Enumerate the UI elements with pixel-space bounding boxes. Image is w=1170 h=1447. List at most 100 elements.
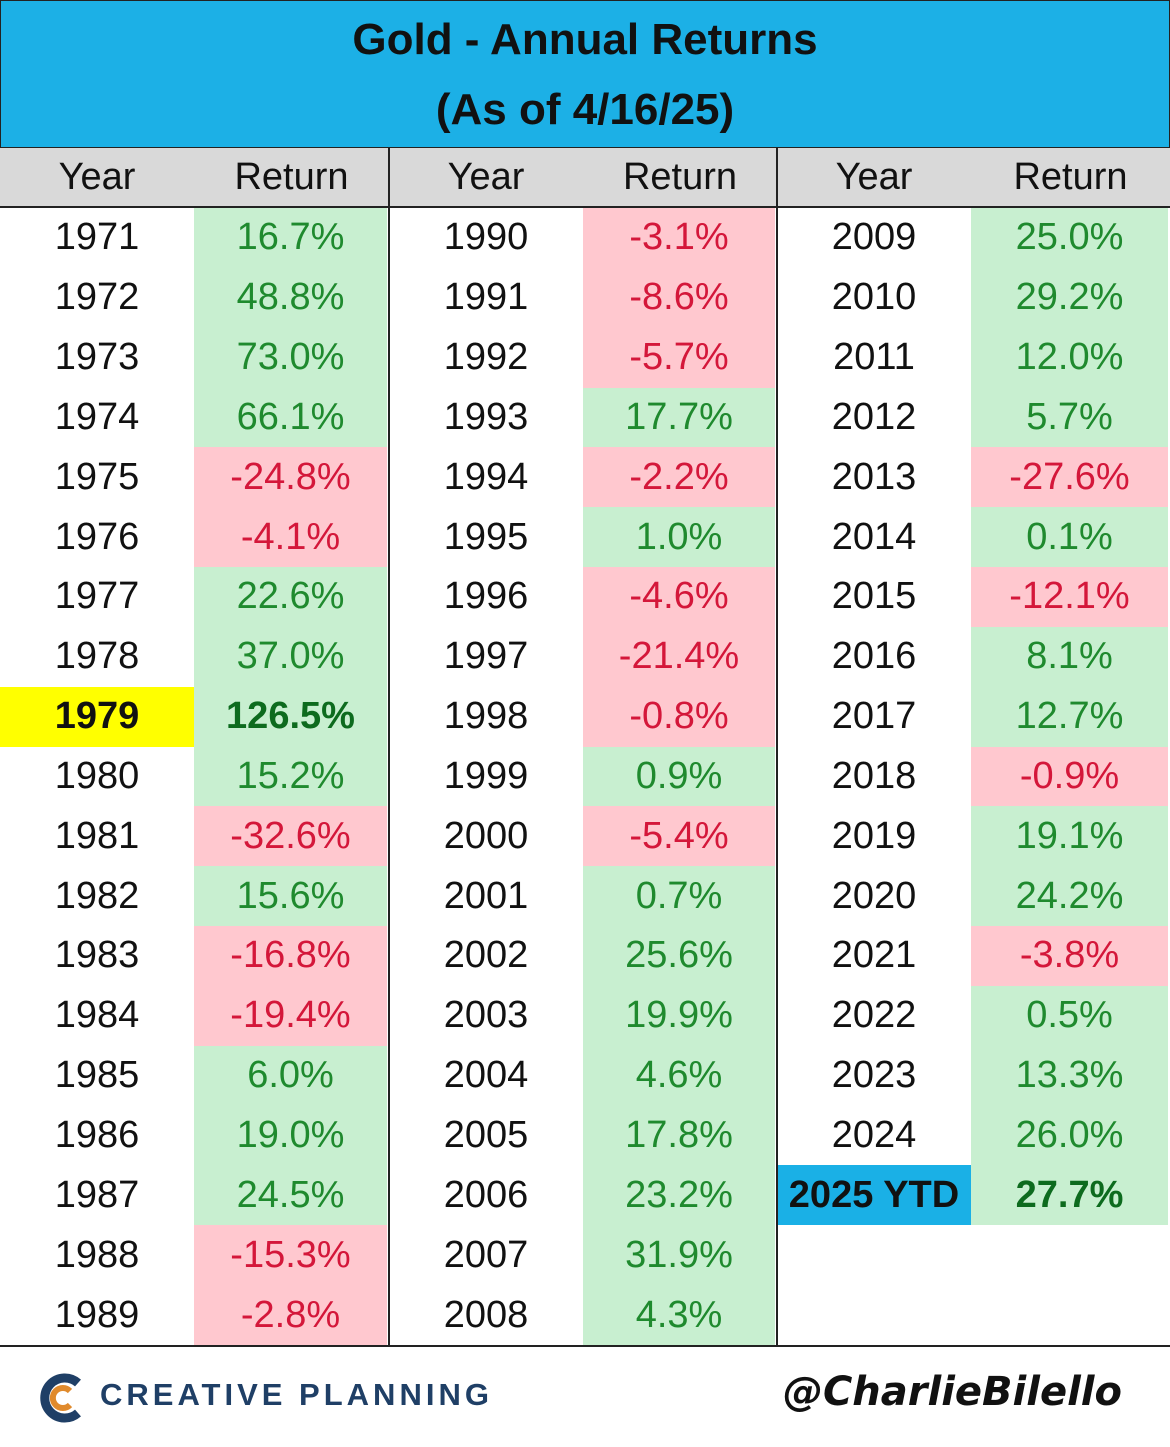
column-header: Year (777, 148, 971, 208)
return-cell: 25.0% (971, 208, 1168, 268)
column-header: Year (0, 148, 194, 208)
year-cell: 1975 (54, 455, 140, 498)
year-cell: 2025 YTD (777, 1165, 971, 1226)
return-cell: -15.3% (194, 1225, 387, 1286)
year-cell: 2003 (443, 994, 529, 1037)
return-cell: 19.9% (583, 985, 775, 1046)
year-cell: 2019 (831, 814, 917, 857)
return-cell: -0.8% (583, 686, 775, 747)
return-cell: -5.4% (583, 806, 775, 867)
return-cell: 26.0% (971, 1105, 1168, 1166)
return-cell: 8.1% (971, 626, 1168, 687)
return-cell: 17.8% (583, 1105, 775, 1166)
return-cell: 24.5% (194, 1165, 387, 1226)
year-cell: 2012 (831, 395, 917, 438)
return-cell: -24.8% (194, 447, 387, 508)
year-cell: 1983 (54, 934, 140, 977)
return-cell: 19.0% (194, 1105, 387, 1166)
year-cell: 1982 (54, 874, 140, 917)
return-cell: 5.7% (971, 387, 1168, 448)
year-cell: 2017 (831, 695, 917, 738)
year-cell: 1993 (443, 395, 529, 438)
return-cell: 15.6% (194, 866, 387, 927)
year-cell: 2018 (831, 754, 917, 797)
year-cell: 2010 (831, 276, 917, 319)
year-cell: 2015 (831, 575, 917, 618)
column-header: Return (583, 148, 777, 208)
year-cell: 2023 (831, 1054, 917, 1097)
year-cell: 2011 (833, 336, 915, 379)
year-cell: 1997 (443, 635, 529, 678)
year-cell: 2021 (831, 934, 917, 977)
year-cell: 1988 (54, 1233, 140, 1276)
return-cell: -32.6% (194, 806, 387, 867)
subtitle: (As of 4/16/25) (435, 85, 735, 134)
handle: @CharlieBilello (782, 1369, 1122, 1415)
year-cell: 2009 (831, 216, 917, 259)
year-cell: 1996 (443, 575, 529, 618)
year-cell: 1974 (54, 395, 140, 438)
year-cell: 2006 (443, 1173, 529, 1216)
return-cell: 73.0% (194, 327, 387, 388)
year-cell: 2014 (831, 515, 917, 558)
return-cell: 17.7% (583, 387, 775, 448)
return-cell: 24.2% (971, 866, 1168, 927)
logo-icon (40, 1373, 81, 1423)
return-cell: 1.0% (583, 507, 775, 568)
year-cell: 1990 (443, 216, 529, 259)
year-cell: 2024 (831, 1114, 917, 1156)
year-cell: 1995 (443, 515, 529, 558)
return-cell: 0.5% (971, 985, 1168, 1046)
return-cell: -16.8% (194, 926, 387, 986)
year-cell: 2000 (443, 814, 529, 857)
return-cell: -0.9% (971, 746, 1168, 807)
return-cell: 27.7% (971, 1165, 1168, 1226)
year-cell: 1979 (0, 686, 194, 747)
title: Gold - Annual Returns (352, 15, 818, 64)
year-cell: 1978 (54, 635, 140, 678)
return-cell: 19.1% (971, 806, 1168, 867)
year-cell: 2020 (831, 874, 917, 917)
return-cell: 4.3% (583, 1285, 775, 1345)
return-cell: 126.5% (194, 686, 387, 747)
return-cell: 0.7% (583, 866, 775, 927)
return-cell: 23.2% (583, 1165, 775, 1226)
return-cell: 37.0% (194, 626, 387, 687)
return-cell: 12.7% (971, 686, 1168, 747)
year-cell: 1994 (443, 455, 529, 498)
year-cell: 1987 (54, 1173, 140, 1216)
return-cell: -4.1% (194, 507, 387, 568)
return-cell: 22.6% (194, 567, 387, 627)
year-cell: 2002 (443, 934, 529, 977)
year-cell: 2005 (443, 1114, 529, 1156)
brand: CREATIVE PLANNING (100, 1377, 493, 1412)
year-cell: 1981 (54, 814, 140, 857)
return-cell: -21.4% (583, 626, 775, 687)
return-cell: 15.2% (194, 746, 387, 807)
year-cell: 1972 (54, 276, 140, 319)
year-cell: 1999 (443, 754, 529, 797)
return-cell: -4.6% (583, 567, 775, 627)
year-cell: 1980 (54, 754, 140, 797)
return-cell: 66.1% (194, 387, 387, 448)
year-cell: 2022 (831, 994, 917, 1037)
year-cell: 2013 (831, 455, 917, 498)
year-cell: 1986 (54, 1114, 140, 1156)
year-cell: 1976 (54, 515, 140, 558)
column-header: Return (971, 148, 1170, 208)
return-cell: -8.6% (583, 267, 775, 328)
return-cell: 0.1% (971, 507, 1168, 568)
divider (776, 148, 778, 1345)
year-cell: 1985 (54, 1054, 140, 1097)
year-cell: 2016 (831, 635, 917, 678)
return-cell: 16.7% (194, 208, 387, 268)
year-cell: 1998 (443, 695, 529, 738)
year-cell: 1992 (443, 336, 529, 379)
return-cell: -27.6% (971, 447, 1168, 508)
return-cell: 31.9% (583, 1225, 775, 1286)
return-cell: 25.6% (583, 926, 775, 986)
year-cell: 1984 (54, 994, 140, 1037)
column-header: Return (194, 148, 389, 208)
footer: CREATIVE PLANNING @CharlieBilello (0, 1345, 1170, 1447)
return-cell: -5.7% (583, 327, 775, 388)
